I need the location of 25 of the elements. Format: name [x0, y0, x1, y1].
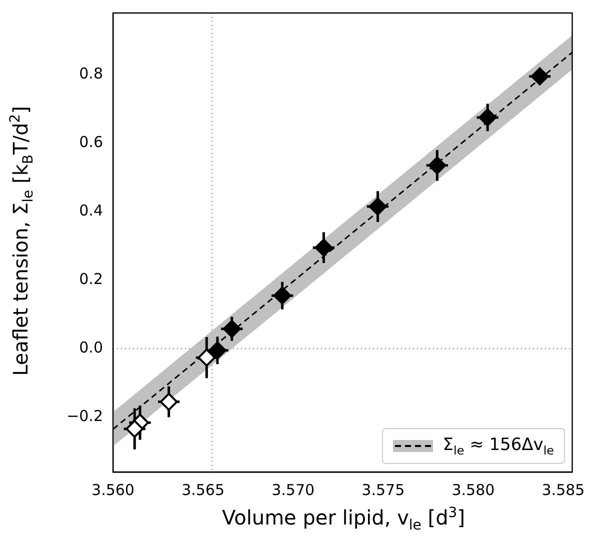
point: [222, 320, 241, 338]
point: [160, 392, 178, 411]
x-tick-label: 3.560: [92, 480, 134, 499]
x-tick-label: 3.580: [452, 480, 495, 499]
point: [273, 286, 292, 305]
point: [314, 238, 333, 257]
point: [208, 341, 226, 360]
y-tick-label: −0.2: [66, 407, 103, 426]
y-tick-label: 0.0: [79, 338, 103, 357]
y-tick-label: 0.2: [79, 270, 103, 288]
y-tick-label: 0.8: [79, 64, 103, 83]
y-tick-label: 0.4: [79, 202, 103, 220]
x-tick-label: 3.565: [182, 480, 225, 499]
x-tick-label: 3.585: [542, 480, 585, 499]
legend-label: Σ$_{le}$ ≈ 156Δv$_{le}$: [442, 434, 554, 457]
point: [368, 198, 387, 216]
x-axis-title: Volume per lipid, v$_{le}$ [d$^{3}$]: [220, 505, 466, 534]
point: [198, 348, 216, 367]
point: [478, 108, 497, 126]
point: [428, 156, 446, 174]
x-tick-label: 3.575: [362, 480, 405, 499]
point: [530, 67, 549, 86]
x-tick-label: 3.570: [272, 480, 315, 499]
y-tick-label: 0.6: [79, 133, 103, 152]
point: [126, 420, 144, 438]
